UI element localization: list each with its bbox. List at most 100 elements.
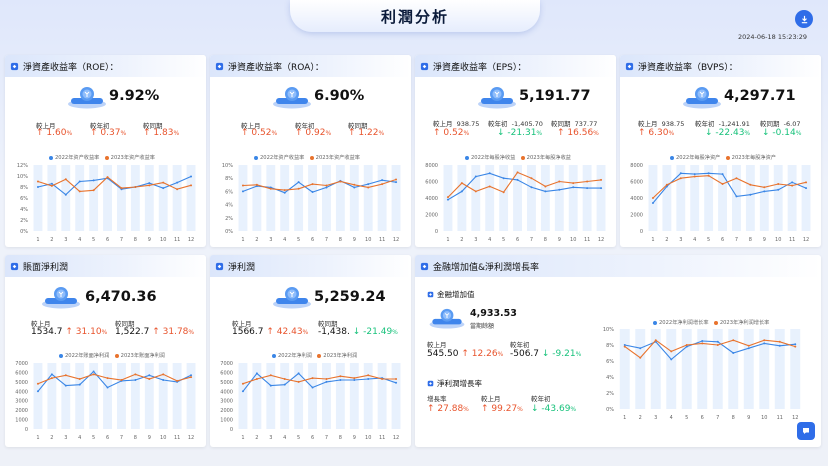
x-tick-label: 4	[283, 435, 286, 441]
series-2-point	[176, 188, 179, 191]
x-tick-label: 2	[255, 237, 258, 243]
chart-band	[790, 329, 801, 409]
series-2-point	[558, 180, 561, 183]
bvps-stat-label-2: 較年初 -1,241.91	[695, 120, 750, 128]
roe-stat-value-3: ↑ 1.83%	[143, 128, 180, 138]
series-2-point	[120, 378, 123, 381]
chart-band	[759, 165, 769, 231]
chart-band	[75, 363, 85, 429]
series-1-point	[148, 182, 151, 185]
roa-stat-label-3: 較同期	[348, 122, 368, 130]
roa-stat-value-2: ↑ 0.92%	[295, 128, 332, 138]
series-1-point	[78, 180, 81, 183]
series-1-point	[64, 193, 67, 196]
series-2-point	[446, 196, 449, 199]
series-2-point	[530, 177, 533, 180]
download-button[interactable]	[795, 10, 813, 28]
x-tick-label: 12	[188, 237, 194, 243]
x-tick-label: 1	[651, 237, 654, 243]
series-line-2	[242, 178, 397, 191]
series-2-point	[106, 377, 109, 380]
chart-band	[103, 363, 112, 429]
series-2-point	[64, 178, 67, 181]
series-line-1	[652, 172, 807, 204]
roa-chart: 0%2%4%6%8%10%1 2 3 4 5 6 7 8 9 10 11 12	[222, 163, 401, 243]
chart-band	[349, 363, 359, 429]
chart-band	[252, 363, 262, 429]
series-2-point	[460, 182, 463, 185]
series-2-point	[665, 183, 668, 186]
series-1-point	[572, 186, 575, 189]
chart-band	[704, 165, 714, 231]
x-tick-label: 6	[311, 237, 314, 243]
coin-stack-icon	[429, 308, 465, 329]
net-profit-legend-1: 2022年净利润	[278, 353, 312, 359]
series-2-point	[78, 190, 81, 193]
y-tick-label: 2%	[225, 216, 233, 222]
chart-band	[89, 165, 99, 231]
chart-band	[61, 363, 71, 429]
series-2-point	[353, 377, 356, 380]
x-tick-label: 8	[749, 237, 752, 243]
book-net-profit-stat-label-1: 較上月	[31, 320, 51, 328]
x-tick-label: 9	[558, 237, 561, 243]
y-tick-label: 1000	[15, 418, 28, 424]
series-2-point	[241, 184, 244, 187]
y-tick-label: 0	[230, 427, 233, 433]
y-tick-label: 6%	[606, 359, 614, 365]
series-2-point	[283, 378, 286, 381]
series-2-point	[572, 182, 575, 185]
x-tick-label: 2	[639, 415, 642, 421]
series-1-point	[749, 193, 752, 196]
series-2-point	[693, 175, 696, 178]
chart-band	[186, 165, 196, 231]
y-tick-label: 8%	[606, 343, 614, 349]
x-tick-label: 7	[530, 237, 533, 243]
coin-stack-icon	[68, 87, 106, 109]
eps-card-header: 淨資產收益率（EPS）：	[415, 55, 616, 77]
series-line-2	[624, 339, 796, 359]
series-2-point	[791, 184, 794, 187]
x-tick-label: 11	[584, 237, 590, 243]
bvps-stat-label-1: 較上月 938.75	[638, 120, 685, 128]
y-tick-label: 2000	[630, 213, 643, 219]
bvps-stat-value-2: ↓ -22.43%	[705, 128, 751, 138]
bvps-legend-1: 2022年每股净资产	[676, 155, 721, 161]
cube-icon	[420, 62, 429, 70]
series-2-point	[190, 184, 193, 187]
x-tick-label: 10	[365, 237, 371, 243]
financial-added-value-caption: 當期餘額	[470, 323, 495, 330]
y-tick-label: 6%	[20, 196, 28, 202]
roa-stat-value-3: ↑ 1.22%	[348, 128, 385, 138]
chat-button[interactable]	[797, 422, 815, 440]
x-tick-label: 4	[670, 415, 673, 421]
x-tick-label: 11	[174, 435, 180, 441]
y-tick-label: 7000	[220, 361, 233, 367]
series-2-point	[64, 374, 67, 377]
x-tick-label: 8	[134, 237, 137, 243]
x-tick-label: 10	[160, 435, 166, 441]
series-2-point	[395, 378, 398, 381]
chart-band	[662, 165, 672, 231]
series-2-point	[685, 344, 688, 346]
series-1-point	[777, 188, 780, 191]
series-2-point	[92, 189, 95, 192]
roe-card-header: 淨資產收益率（ROE）：	[5, 55, 206, 77]
series-1-point	[325, 186, 328, 189]
x-tick-label: 1	[446, 237, 449, 243]
series-2-point	[255, 378, 258, 381]
x-tick-label: 10	[775, 237, 781, 243]
x-tick-label: 5	[502, 237, 505, 243]
eps-stat-value-3: ↑ 16.56%	[557, 128, 599, 138]
net-profit-legend-2: 2023年净利润	[323, 353, 358, 359]
chart-band	[596, 165, 606, 231]
x-tick-label: 4	[78, 237, 81, 243]
series-2-point	[255, 183, 258, 186]
book-net-profit-legend-1: 2022年账面净利润	[65, 353, 110, 359]
series-1-point	[381, 179, 384, 182]
chart-band	[130, 165, 140, 231]
x-tick-label: 2	[665, 237, 668, 243]
chart-band	[732, 165, 741, 231]
x-tick-label: 7	[120, 237, 123, 243]
chart-band	[144, 165, 154, 231]
